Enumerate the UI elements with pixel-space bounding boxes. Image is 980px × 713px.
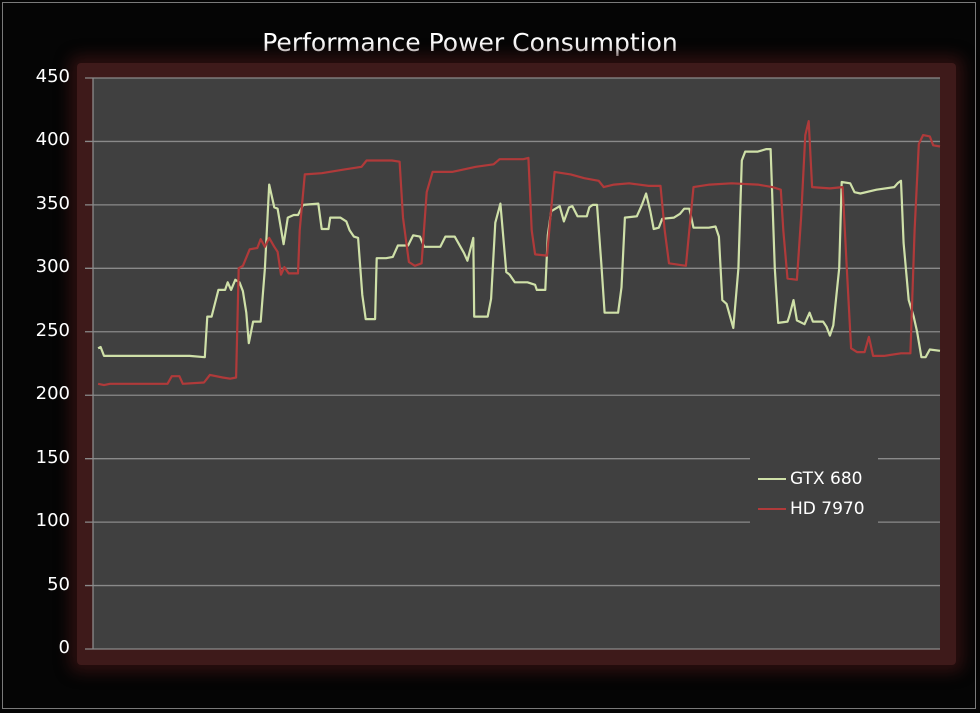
legend-swatch-gtx680 bbox=[758, 478, 786, 480]
legend-item-gtx680: GTX 680 bbox=[758, 466, 862, 492]
series-line-gtx-680 bbox=[97, 148, 941, 359]
legend-item-hd7970: HD 7970 bbox=[758, 496, 865, 522]
legend-label-hd7970: HD 7970 bbox=[790, 499, 865, 519]
y-tick-label: 200 bbox=[35, 383, 70, 405]
y-tick-label: 450 bbox=[35, 66, 70, 87]
y-tick-label: 250 bbox=[35, 319, 70, 341]
series-line-hd-7970 bbox=[97, 119, 941, 387]
legend: GTX 680 HD 7970 bbox=[750, 458, 878, 530]
legend-label-gtx680: GTX 680 bbox=[790, 469, 863, 489]
plot-area bbox=[93, 78, 940, 649]
y-tick-label: 50 bbox=[47, 573, 70, 595]
y-tick-label: 100 bbox=[35, 510, 70, 532]
chart-title: Performance Power Consumption bbox=[262, 28, 678, 57]
y-tick-label: 0 bbox=[58, 637, 70, 658]
y-tick-label: 300 bbox=[35, 256, 70, 278]
y-tick-label: 350 bbox=[35, 192, 70, 214]
y-tick-label: 150 bbox=[35, 446, 70, 468]
legend-swatch-hd7970 bbox=[758, 508, 786, 510]
y-tick-label: 400 bbox=[35, 129, 70, 151]
